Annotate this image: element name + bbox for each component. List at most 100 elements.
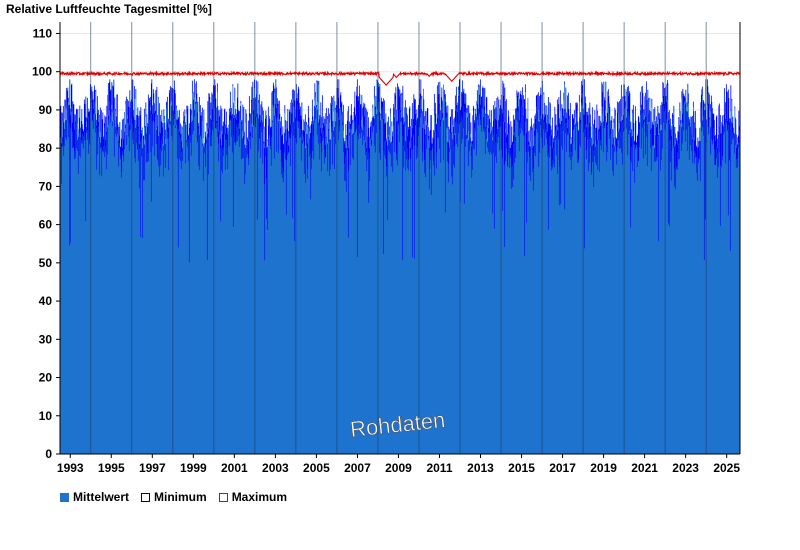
bar-mittelwert — [365, 107, 367, 455]
bar-mittelwert — [122, 119, 123, 454]
bar-mittelwert — [144, 144, 146, 454]
bar-mittelwert — [103, 136, 105, 454]
bar-mittelwert — [348, 106, 349, 454]
bar-mittelwert — [329, 139, 331, 454]
bar-mittelwert — [505, 132, 507, 455]
bar-mittelwert — [369, 136, 370, 455]
bar-mittelwert — [83, 131, 84, 454]
bar-mittelwert — [684, 97, 686, 455]
bar-mittelwert — [514, 118, 516, 455]
bar-mittelwert — [104, 123, 105, 454]
bar-mittelwert — [488, 128, 490, 454]
bar-mittelwert — [226, 127, 228, 455]
bar-mittelwert — [387, 121, 388, 454]
bar-mittelwert — [285, 129, 287, 455]
bar-mittelwert — [659, 113, 660, 454]
bar-mittelwert — [301, 102, 303, 454]
bar-mittelwert — [101, 110, 102, 455]
bar-mittelwert — [417, 117, 419, 454]
bar-mittelwert — [708, 92, 710, 454]
bar-mittelwert — [98, 109, 99, 455]
bar-mittelwert — [582, 85, 583, 454]
bar-mittelwert — [364, 103, 366, 454]
bar-mittelwert — [307, 124, 309, 454]
bar-mittelwert — [506, 99, 507, 454]
bar-mittelwert — [269, 118, 271, 455]
bar-mittelwert — [292, 102, 294, 454]
bar-mittelwert — [431, 115, 432, 455]
bar-mittelwert — [287, 128, 288, 454]
bar-mittelwert — [443, 120, 445, 455]
bar-mittelwert — [666, 102, 667, 454]
bar-mittelwert — [648, 97, 649, 455]
bar-mittelwert — [334, 127, 335, 454]
bar-mittelwert — [261, 101, 263, 455]
bar-mittelwert — [73, 104, 74, 454]
bar-mittelwert — [517, 95, 518, 454]
bar-mittelwert — [470, 137, 471, 455]
bar-mittelwert — [655, 121, 657, 454]
bar-mittelwert — [127, 119, 129, 455]
bar-mittelwert — [263, 141, 265, 454]
bar-mittelwert — [692, 115, 693, 455]
bar-mittelwert — [163, 145, 164, 455]
bar-mittelwert — [230, 111, 232, 454]
bar-mittelwert — [141, 133, 142, 455]
bar-mittelwert — [224, 109, 225, 454]
bar-mittelwert — [722, 124, 724, 455]
x-tick-label-2023: 2023 — [672, 461, 699, 475]
bar-mittelwert — [332, 120, 334, 455]
bar-mittelwert — [614, 107, 616, 454]
bar-mittelwert — [507, 134, 508, 454]
bar-mittelwert — [403, 117, 404, 455]
bar-mittelwert — [696, 147, 697, 454]
bar-mittelwert — [132, 101, 133, 454]
bar-mittelwert — [174, 80, 175, 454]
bar-mittelwert — [358, 100, 359, 455]
bar-mittelwert — [532, 127, 533, 455]
bar-mittelwert — [202, 143, 204, 454]
bar-mittelwert — [193, 99, 194, 455]
bar-mittelwert — [285, 120, 286, 455]
bar-mittelwert — [168, 118, 169, 454]
bar-mittelwert — [428, 127, 429, 454]
bar-mittelwert — [646, 81, 647, 454]
bar-mittelwert — [188, 136, 189, 454]
bar-mittelwert — [360, 104, 361, 454]
bar-mittelwert — [569, 115, 571, 455]
bar-mittelwert — [395, 95, 396, 455]
bar-mittelwert — [662, 81, 664, 454]
bar-mittelwert — [590, 114, 591, 454]
bar-mittelwert — [421, 95, 423, 454]
bar-mittelwert — [337, 79, 338, 455]
bar-mittelwert — [523, 95, 524, 454]
bar-mittelwert — [520, 93, 521, 455]
bar-mittelwert — [562, 108, 564, 454]
bar-mittelwert — [558, 104, 559, 455]
bar-mittelwert — [94, 85, 95, 455]
bar-mittelwert — [175, 125, 177, 454]
bar-mittelwert — [661, 102, 663, 454]
bar-mittelwert — [228, 124, 230, 454]
bar-mittelwert — [140, 115, 141, 455]
bar-mittelwert — [467, 105, 469, 455]
bar-mittelwert — [584, 114, 586, 454]
bar-mittelwert — [305, 148, 307, 454]
bar-mittelwert — [454, 117, 455, 454]
bar-mittelwert — [426, 111, 428, 455]
bar-mittelwert — [161, 110, 163, 455]
bar-mittelwert — [673, 125, 674, 455]
bar-mittelwert — [651, 98, 653, 454]
bar-mittelwert — [297, 93, 299, 454]
bar-mittelwert — [400, 110, 401, 455]
bar-mittelwert — [517, 92, 519, 455]
bar-mittelwert — [217, 83, 218, 454]
bar-mittelwert — [262, 121, 264, 455]
bar-mittelwert — [283, 143, 285, 455]
bar-mittelwert — [594, 119, 595, 454]
bar-mittelwert — [109, 82, 110, 455]
bar-mittelwert — [639, 122, 641, 454]
bar-mittelwert — [244, 144, 246, 455]
bar-mittelwert — [66, 120, 68, 454]
bar-mittelwert — [666, 84, 668, 455]
